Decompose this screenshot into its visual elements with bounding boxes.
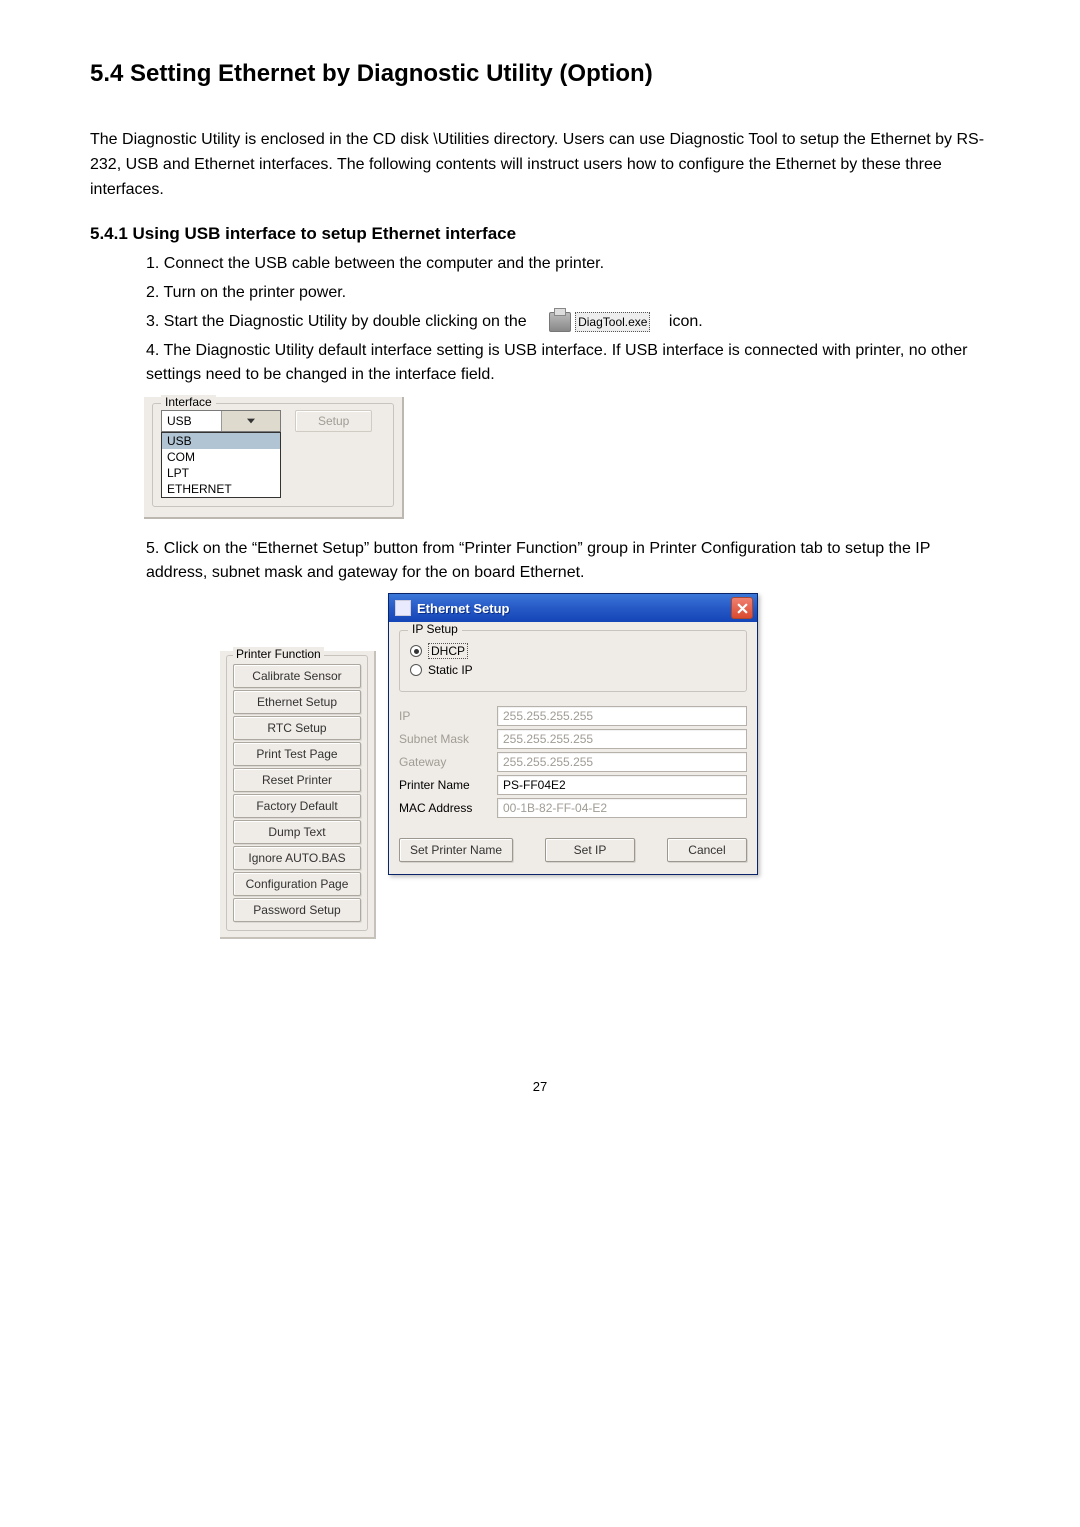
set-ip-button[interactable]: Set IP [545,838,635,862]
interface-options-list[interactable]: USB COM LPT ETHERNET [161,432,281,498]
ip-field[interactable]: 255.255.255.255 [497,706,747,726]
dhcp-radio[interactable] [410,645,422,657]
factory-default-button[interactable]: Factory Default [233,794,361,818]
interface-option-ethernet[interactable]: ETHERNET [162,481,280,497]
gateway-label: Gateway [399,755,497,769]
cancel-button[interactable]: Cancel [667,838,747,862]
password-setup-button[interactable]: Password Setup [233,898,361,922]
printer-name-field[interactable]: PS-FF04E2 [497,775,747,795]
mac-address-label: MAC Address [399,801,497,815]
static-ip-radio-row[interactable]: Static IP [410,663,736,677]
ip-setup-group: IP Setup DHCP Static IP [399,630,747,692]
interface-panel: Interface USB Setup USB COM LPT ETHERNET [144,397,404,519]
steps-list-2: 5. Click on the “Ethernet Setup” button … [90,537,990,585]
mac-address-field[interactable]: 00-1B-82-FF-04-E2 [497,798,747,818]
dialog-icon [395,600,411,616]
interface-option-com[interactable]: COM [162,449,280,465]
print-test-page-button[interactable]: Print Test Page [233,742,361,766]
configuration-page-button[interactable]: Configuration Page [233,872,361,896]
interface-selected: USB [162,414,221,428]
intro-paragraph: The Diagnostic Utility is enclosed in th… [90,128,990,202]
section-heading: 5.4 Setting Ethernet by Diagnostic Utili… [90,60,990,88]
dialog-title: Ethernet Setup [417,601,725,616]
printer-name-label: Printer Name [399,778,497,792]
static-ip-label: Static IP [428,663,473,677]
static-ip-radio[interactable] [410,664,422,676]
printer-icon [549,312,571,332]
step-3-text-b: icon. [669,313,703,330]
set-printer-name-button[interactable]: Set Printer Name [399,838,513,862]
steps-list: 1. Connect the USB cable between the com… [90,252,990,387]
step-3: 3. Start the Diagnostic Utility by doubl… [146,310,990,334]
dhcp-radio-row[interactable]: DHCP [410,643,736,659]
dump-text-button[interactable]: Dump Text [233,820,361,844]
chevron-down-icon[interactable] [221,411,281,431]
printer-function-legend: Printer Function [233,647,324,661]
page-number: 27 [90,1079,990,1094]
step-4: 4. The Diagnostic Utility default interf… [146,339,990,387]
printer-function-panel: Printer Function Calibrate Sensor Ethern… [220,651,376,939]
ethernet-setup-button[interactable]: Ethernet Setup [233,690,361,714]
dialog-titlebar: Ethernet Setup [389,594,757,622]
step-1: 1. Connect the USB cable between the com… [146,252,990,276]
interface-legend: Interface [161,395,216,409]
setup-button[interactable]: Setup [295,410,372,432]
interface-combobox[interactable]: USB [161,410,281,432]
diagtool-exe-label: DiagTool.exe [575,312,650,332]
ignore-autobas-button[interactable]: Ignore AUTO.BAS [233,846,361,870]
ethernet-setup-dialog: Ethernet Setup IP Setup DHCP Static IP I… [388,593,758,875]
step-5: 5. Click on the “Ethernet Setup” button … [146,537,990,585]
sub-section-heading: 5.4.1 Using USB interface to setup Ether… [90,224,990,244]
interface-option-lpt[interactable]: LPT [162,465,280,481]
subnet-label: Subnet Mask [399,732,497,746]
calibrate-sensor-button[interactable]: Calibrate Sensor [233,664,361,688]
step-2: 2. Turn on the printer power. [146,281,990,305]
ip-setup-legend: IP Setup [408,622,462,636]
step-3-text-a: 3. Start the Diagnostic Utility by doubl… [146,313,527,330]
reset-printer-button[interactable]: Reset Printer [233,768,361,792]
close-icon[interactable] [731,597,753,619]
dhcp-label: DHCP [428,643,468,659]
subnet-field[interactable]: 255.255.255.255 [497,729,747,749]
ip-label: IP [399,709,497,723]
rtc-setup-button[interactable]: RTC Setup [233,716,361,740]
gateway-field[interactable]: 255.255.255.255 [497,752,747,772]
interface-option-usb[interactable]: USB [162,433,280,449]
